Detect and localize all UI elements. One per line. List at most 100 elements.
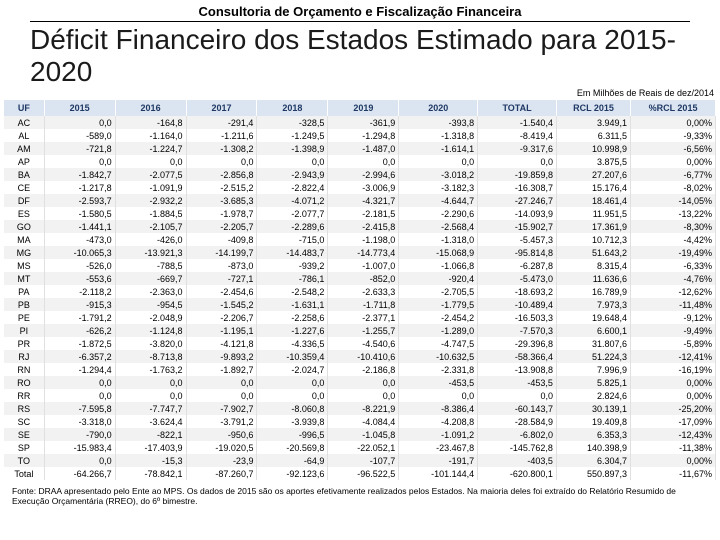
table-row: ES-1.580,5-1.884,5-1.978,7-2.077,7-2.181… xyxy=(4,207,716,220)
value-cell: -2.206,7 xyxy=(186,311,257,324)
value-cell: -3.685,3 xyxy=(186,194,257,207)
table-row: SP-15.983,4-17.403,9-19.020,5-20.569,8-2… xyxy=(4,441,716,454)
value-cell: -786,1 xyxy=(257,272,328,285)
col-header: 2020 xyxy=(399,100,478,116)
value-cell: 15.176,4 xyxy=(556,181,630,194)
value-cell: -10.489,4 xyxy=(478,298,557,311)
value-cell: 30.139,1 xyxy=(556,402,630,415)
value-cell: 18.461,4 xyxy=(556,194,630,207)
value-cell: -101.144,4 xyxy=(399,467,478,480)
value-cell: -1.249,5 xyxy=(257,129,328,142)
value-cell: -8,02% xyxy=(631,181,716,194)
org-header: Consultoria de Orçamento e Fiscalização … xyxy=(30,0,690,22)
value-cell: -12,43% xyxy=(631,428,716,441)
value-cell: 0,0 xyxy=(186,376,257,389)
value-cell: 19.409,8 xyxy=(556,415,630,428)
value-cell: -2.593,7 xyxy=(44,194,115,207)
uf-cell: PI xyxy=(4,324,44,337)
table-row: BA-1.842,7-2.077,5-2.856,8-2.943,9-2.994… xyxy=(4,168,716,181)
value-cell: -2.289,6 xyxy=(257,220,328,233)
value-cell: 0,00% xyxy=(631,116,716,129)
value-cell: -9,33% xyxy=(631,129,716,142)
value-cell: -822,1 xyxy=(115,428,186,441)
value-cell: -10.065,3 xyxy=(44,246,115,259)
value-cell: -626,2 xyxy=(44,324,115,337)
value-cell: -2.377,1 xyxy=(328,311,399,324)
value-cell: -1.791,2 xyxy=(44,311,115,324)
value-cell: -9.317,6 xyxy=(478,142,557,155)
table-row: AC0,0-164,8-291,4-328,5-361,9-393,8-1.54… xyxy=(4,116,716,129)
value-cell: -8.060,8 xyxy=(257,402,328,415)
value-cell: -2.290,6 xyxy=(399,207,478,220)
value-cell: -1.318,0 xyxy=(399,233,478,246)
value-cell: -95.814,8 xyxy=(478,246,557,259)
value-cell: -23,9 xyxy=(186,454,257,467)
value-cell: -9,49% xyxy=(631,324,716,337)
value-cell: 51.643,2 xyxy=(556,246,630,259)
value-cell: -15.902,7 xyxy=(478,220,557,233)
table-row: RN-1.294,4-1.763,2-1.892,7-2.024,7-2.186… xyxy=(4,363,716,376)
value-cell: 0,0 xyxy=(115,376,186,389)
value-cell: -18.693,2 xyxy=(478,285,557,298)
value-cell: -4.336,5 xyxy=(257,337,328,350)
value-cell: -19.859,8 xyxy=(478,168,557,181)
value-cell: -4.644,7 xyxy=(399,194,478,207)
value-cell: -2.077,7 xyxy=(257,207,328,220)
value-cell: 0,0 xyxy=(399,155,478,168)
value-cell: -721,8 xyxy=(44,142,115,155)
table-row: MG-10.065,3-13.921,3-14.199,7-14.483,7-1… xyxy=(4,246,716,259)
value-cell: -1.892,7 xyxy=(186,363,257,376)
value-cell: -873,0 xyxy=(186,259,257,272)
value-cell: -2.454,6 xyxy=(186,285,257,298)
uf-cell: RN xyxy=(4,363,44,376)
value-cell: 0,0 xyxy=(257,389,328,402)
value-cell: -92.123,6 xyxy=(257,467,328,480)
table-row: PI-626,2-1.124,8-1.195,1-1.227,6-1.255,7… xyxy=(4,324,716,337)
uf-cell: SP xyxy=(4,441,44,454)
value-cell: -1.884,5 xyxy=(115,207,186,220)
value-cell: -10.359,4 xyxy=(257,350,328,363)
value-cell: -2.705,5 xyxy=(399,285,478,298)
value-cell: -23.467,8 xyxy=(399,441,478,454)
value-cell: -4.321,7 xyxy=(328,194,399,207)
value-cell: -1.487,0 xyxy=(328,142,399,155)
value-cell: -1.580,5 xyxy=(44,207,115,220)
value-cell: -14.483,7 xyxy=(257,246,328,259)
value-cell: -920,4 xyxy=(399,272,478,285)
value-cell: -164,8 xyxy=(115,116,186,129)
value-cell: -5.457,3 xyxy=(478,233,557,246)
col-header: %RCL 2015 xyxy=(631,100,716,116)
value-cell: -64.266,7 xyxy=(44,467,115,480)
value-cell: -393,8 xyxy=(399,116,478,129)
value-cell: 0,00% xyxy=(631,454,716,467)
value-cell: -16,19% xyxy=(631,363,716,376)
value-cell: -788,5 xyxy=(115,259,186,272)
value-cell: -12,41% xyxy=(631,350,716,363)
value-cell: -1.711,8 xyxy=(328,298,399,311)
value-cell: -1.441,1 xyxy=(44,220,115,233)
value-cell: -1.164,0 xyxy=(115,129,186,142)
value-cell: -1.211,6 xyxy=(186,129,257,142)
value-cell: 550.897,3 xyxy=(556,467,630,480)
value-cell: -6.287,8 xyxy=(478,259,557,272)
uf-cell: SE xyxy=(4,428,44,441)
value-cell: -2.258,6 xyxy=(257,311,328,324)
value-cell: -13,22% xyxy=(631,207,716,220)
value-cell: -1.978,7 xyxy=(186,207,257,220)
value-cell: -790,0 xyxy=(44,428,115,441)
value-cell: -10.632,5 xyxy=(399,350,478,363)
table-row: RR0,00,00,00,00,00,00,02.824,60,00% xyxy=(4,389,716,402)
table-row: RS-7.595,8-7.747,7-7.902,7-8.060,8-8.221… xyxy=(4,402,716,415)
value-cell: -3.006,9 xyxy=(328,181,399,194)
value-cell: -1.540,4 xyxy=(478,116,557,129)
table-row: RO0,00,00,00,00,0-453,5-453,55.825,10,00… xyxy=(4,376,716,389)
value-cell: -453,5 xyxy=(399,376,478,389)
table-row: MS-526,0-788,5-873,0-939,2-1.007,0-1.066… xyxy=(4,259,716,272)
value-cell: 31.807,6 xyxy=(556,337,630,350)
value-cell: -22.052,1 xyxy=(328,441,399,454)
value-cell: -15.068,9 xyxy=(399,246,478,259)
value-cell: -6,77% xyxy=(631,168,716,181)
value-cell: -620.800,1 xyxy=(478,467,557,480)
value-cell: -1.195,1 xyxy=(186,324,257,337)
table-row: AL-589,0-1.164,0-1.211,6-1.249,5-1.294,8… xyxy=(4,129,716,142)
